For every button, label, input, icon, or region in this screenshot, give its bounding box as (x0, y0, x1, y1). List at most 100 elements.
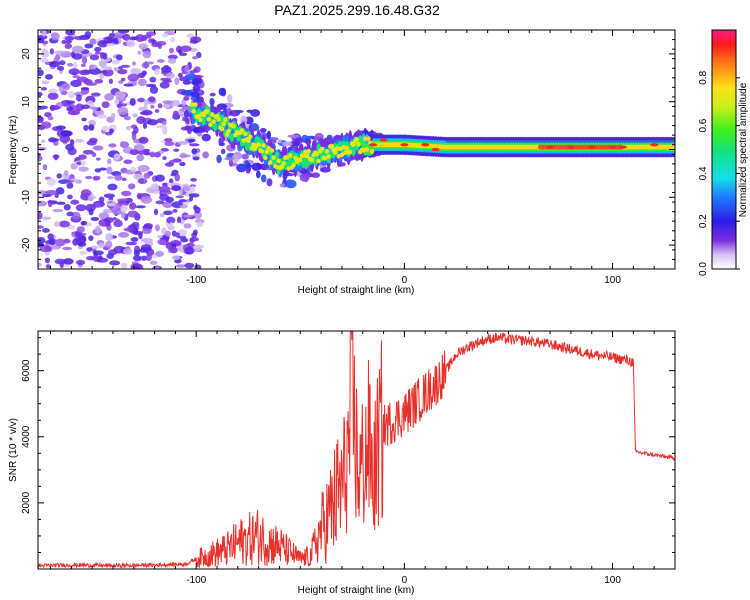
spectrogram-noise-blob (86, 140, 97, 146)
spectrogram-ridge-cell (196, 113, 201, 119)
spectrogram-noise-blob (148, 96, 156, 103)
spectrogram-noise-blob (76, 226, 85, 233)
spectrogram-noise-blob (136, 154, 145, 162)
snr-y-axis-label: SNR (10 * v/v) (8, 418, 19, 482)
spectrogram-noise-blob (118, 232, 130, 238)
spectrogram-noise-blob (130, 166, 137, 172)
spectrogram-ridge-cell (236, 133, 241, 142)
spectrogram-noise-blob (65, 143, 75, 151)
spectrogram-noise-blob (185, 118, 190, 125)
spectrogram-ridge-cell (281, 161, 286, 166)
spectrogram-ridge-cell (314, 151, 320, 157)
spectrogram-x-axis-label: Height of straight line (km) (298, 285, 415, 296)
spectrogram-noise-blob (189, 184, 197, 188)
spectrogram-noise-blob (108, 143, 117, 148)
spectrogram-noise-blob (118, 80, 124, 84)
spectrogram-ridge-cell (209, 112, 215, 117)
spectrogram-ridge-cell (216, 117, 221, 122)
spectrogram-noise-blob (45, 189, 58, 196)
spectrogram-noise-blob (78, 166, 89, 172)
spectrogram-scatter-blob (192, 77, 203, 85)
spectrogram-ridge-cell (366, 136, 371, 141)
spectrogram-scatter-blob (266, 130, 272, 140)
spectrogram-noise-blob (42, 193, 52, 198)
spectrogram-noise-blob (169, 47, 175, 54)
spectrogram-noise-blob (77, 241, 87, 247)
spectrogram-hot-spot (618, 145, 627, 149)
spectrogram-noise-blob (134, 205, 146, 209)
spectrogram-noise-blob (123, 83, 134, 87)
spectrogram-noise-blob (78, 154, 87, 160)
spectrogram-noise-blob (159, 212, 165, 218)
spectrogram-noise-blob (79, 250, 88, 255)
spectrogram-noise-blob (88, 65, 97, 70)
spectrogram-noise-blob (114, 98, 120, 106)
spectrogram-noise-blob (162, 156, 167, 161)
spectrogram-ridge-cell (323, 155, 328, 161)
spectrogram-noise-blob (176, 264, 186, 268)
spectrogram-noise-blob (123, 115, 131, 121)
spectrogram-ridge-cell (343, 150, 348, 156)
spectrogram-noise-blob (53, 50, 66, 55)
spectrogram-noise-blob (127, 183, 136, 190)
spectrogram-noise-blob (89, 54, 100, 61)
spectrogram-noise-blob (127, 210, 139, 218)
spectrogram-ridge-cell (319, 146, 325, 152)
spectrogram-noise-blob (120, 190, 132, 197)
spectrogram-noise-blob (82, 149, 94, 155)
spectrogram-noise-blob (136, 97, 146, 103)
spectrogram-noise-blob (61, 39, 67, 45)
spectrogram-ridge-cell (208, 122, 213, 128)
spectrogram-noise-blob (141, 228, 152, 235)
spectrogram-scatter-blob (201, 133, 211, 142)
spectrogram-noise-blob (89, 106, 99, 110)
spectrogram-noise-blob (173, 148, 180, 152)
spectrogram-noise-blob (99, 167, 107, 171)
spectrogram-noise-blob (49, 48, 54, 55)
colorbar-tick-label: 0.0 (698, 262, 709, 276)
spectrogram-noise-blob (141, 62, 150, 69)
spectrogram-noise-blob (177, 229, 188, 237)
spectrogram-noise-blob (83, 124, 89, 131)
spectrogram-noise-blob (72, 53, 83, 60)
spectrogram-ridge-cell (191, 108, 196, 114)
spectrogram-scatter-blob (284, 179, 297, 189)
spectrogram-noise-blob (149, 260, 158, 265)
spectrogram-ridge-cell (206, 117, 211, 122)
colorbar-tick-label: 0.6 (698, 118, 709, 132)
spectrogram-noise-blob (89, 38, 97, 45)
spectrogram-noise-blob (105, 240, 113, 249)
spectrogram-ridge-cell (204, 109, 210, 114)
snr-x-tick-label: 0 (402, 575, 408, 586)
spectrogram-hot-spot (650, 143, 659, 147)
spectrogram-ridge-cell (201, 117, 206, 126)
spectrogram-noise-blob (86, 247, 93, 252)
spectrogram-noise-blob (53, 154, 59, 161)
spectrogram-noise-blob (41, 216, 52, 220)
spectrogram-noise-blob (171, 246, 178, 254)
spectrogram-noise-blob (47, 92, 59, 100)
spectrogram-ridge-cell (198, 117, 203, 123)
spectrogram-noise-blob (177, 141, 188, 145)
snr-panel: -100 0 100 2000 4000 6000 Height of straight … (8, 330, 676, 596)
spectrogram-noise-blob (145, 254, 152, 262)
spectrogram-noise-blob (137, 150, 150, 155)
spectrogram-noise-blob (56, 125, 66, 130)
spectrogram-noise-blob (88, 235, 94, 241)
spectrogram-noise-blob (122, 33, 131, 41)
spectrogram-ridge-cell (248, 134, 253, 140)
spectrogram-hot-spot (421, 143, 430, 147)
spectrogram-scatter-blob (192, 74, 204, 79)
spectrogram-scatter-blob (202, 151, 209, 159)
spectrogram-noise-blob (189, 70, 196, 74)
spectrogram-noise-blob (120, 141, 126, 146)
spectrogram-ridge-cell (316, 158, 321, 164)
spectrogram-ridge-cell (241, 138, 246, 143)
spectrogram-ridge-cell (293, 155, 298, 161)
spectrogram-noise-blob (92, 175, 101, 181)
spectrogram-noise-blob (149, 85, 159, 94)
spectrogram-noise-blob (80, 87, 90, 91)
spectrogram-noise-blob (58, 85, 65, 93)
spectrogram-scatter-blob (299, 173, 310, 182)
